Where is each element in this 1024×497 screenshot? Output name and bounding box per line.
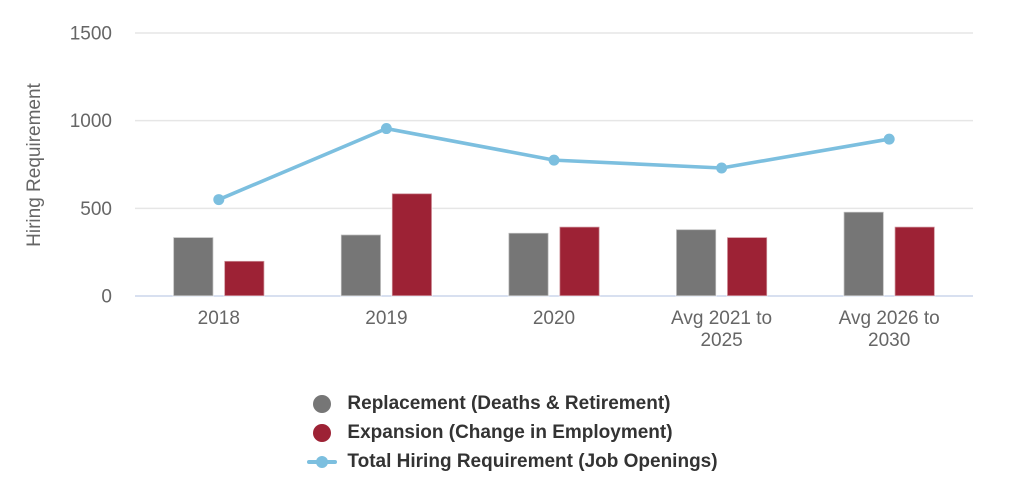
x-tick-labels: 2018 2019 2020 Avg 2021 to 2025 Avg 2026 to 20… — [198, 308, 940, 351]
legend-label: Total Hiring Requirement (Job Openings) — [347, 451, 718, 472]
legend-line-sample — [307, 456, 338, 468]
legend-dot — [313, 395, 332, 413]
bar — [223, 260, 266, 297]
bar — [558, 225, 601, 297]
legend-dot — [313, 424, 332, 442]
y-tick-label: 1000 — [70, 111, 112, 132]
line-series-point — [883, 133, 895, 145]
line-series-point — [380, 123, 392, 135]
bar — [726, 236, 768, 297]
x-tick-label: 2020 — [533, 308, 575, 329]
legend-label: Replacement (Deaths & Retirement) — [347, 393, 671, 414]
y-tick-label: 1500 — [70, 24, 112, 45]
bar — [675, 228, 717, 297]
chart-legend: Replacement (Deaths & Retirement) Expansi… — [306, 393, 718, 473]
legend-dot-icon — [306, 424, 338, 442]
bar — [507, 232, 550, 297]
chart-plot-area: Hiring Requirement 0 500 1000 1500 2018 2019… — [24, 24, 973, 351]
gridlines-layer — [135, 32, 973, 297]
legend-item-bar-0[interactable]: Replacement (Deaths & Retirement) — [306, 393, 717, 415]
y-tick-label: 0 — [101, 287, 112, 308]
line-series-point — [213, 194, 225, 206]
bar — [842, 211, 885, 297]
bar — [391, 192, 433, 297]
line-series-point — [716, 162, 728, 174]
line-series-point — [548, 154, 560, 166]
bar — [172, 236, 215, 297]
y-axis-title: Hiring Requirement — [24, 82, 45, 246]
x-tick-label: Avg 2026 to 2030 — [839, 308, 940, 351]
bar-series-layer — [172, 192, 936, 297]
legend-item-line-2[interactable]: Total Hiring Requirement (Job Openings) — [306, 451, 718, 473]
y-tick-labels: 0 500 1000 1500 — [70, 24, 112, 308]
x-tick-label: 2019 — [365, 308, 407, 329]
x-tick-label: Avg 2021 to 2025 — [671, 308, 772, 351]
x-tick-label: 2018 — [198, 308, 240, 329]
legend-line-dot — [316, 456, 329, 468]
y-tick-label: 500 — [80, 199, 112, 220]
line-series-layer — [213, 123, 895, 206]
legend-item-bar-1[interactable]: Expansion (Change in Employment) — [306, 422, 717, 444]
bar — [340, 233, 382, 297]
bar — [893, 225, 936, 297]
legend-label: Expansion (Change in Employment) — [347, 422, 673, 443]
legend-line-marker-icon — [306, 456, 338, 468]
legend-dot-icon — [306, 395, 338, 413]
